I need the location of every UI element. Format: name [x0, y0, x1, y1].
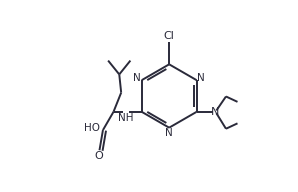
Text: N: N: [197, 73, 205, 83]
Text: N: N: [165, 128, 173, 138]
Text: HO: HO: [84, 123, 100, 133]
Text: N: N: [211, 107, 219, 117]
Text: NH: NH: [118, 113, 134, 123]
Text: O: O: [95, 151, 103, 161]
Text: N: N: [134, 73, 141, 83]
Text: Cl: Cl: [164, 31, 175, 41]
